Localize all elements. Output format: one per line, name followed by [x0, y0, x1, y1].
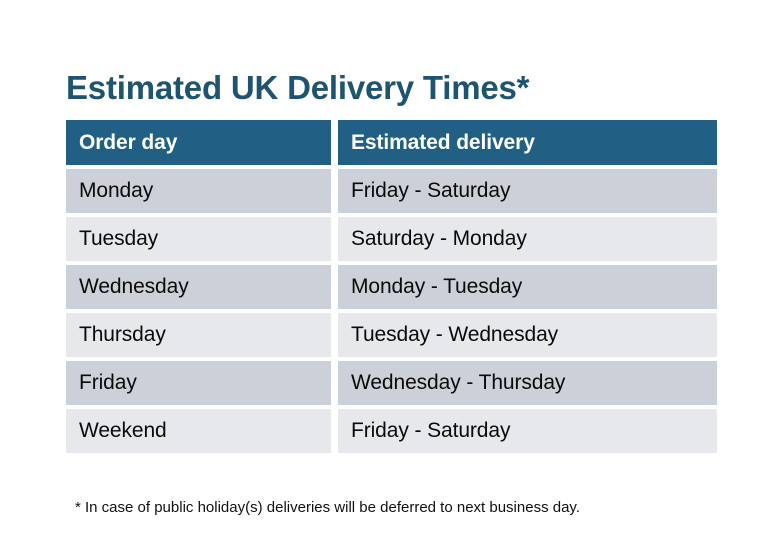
cell-estimated-delivery: Monday - Tuesday [338, 265, 717, 309]
cell-estimated-delivery: Wednesday - Thursday [338, 361, 717, 405]
table-row: Monday Friday - Saturday [66, 169, 717, 213]
table-row: Tuesday Saturday - Monday [66, 217, 717, 261]
cell-estimated-delivery: Friday - Saturday [338, 409, 717, 453]
cell-order-day: Thursday [66, 313, 331, 357]
footnote-text: * In case of public holiday(s) deliverie… [75, 499, 580, 516]
cell-estimated-delivery: Friday - Saturday [338, 169, 717, 213]
page-title: Estimated UK Delivery Times* [66, 69, 530, 107]
cell-order-day: Friday [66, 361, 331, 405]
table-row: Thursday Tuesday - Wednesday [66, 313, 717, 357]
delivery-times-table: Order day Estimated delivery Monday Frid… [59, 116, 724, 457]
cell-order-day: Weekend [66, 409, 331, 453]
cell-estimated-delivery: Saturday - Monday [338, 217, 717, 261]
cell-estimated-delivery: Tuesday - Wednesday [338, 313, 717, 357]
cell-order-day: Wednesday [66, 265, 331, 309]
table-row: Friday Wednesday - Thursday [66, 361, 717, 405]
column-header-order-day: Order day [66, 120, 331, 165]
table-row: Wednesday Monday - Tuesday [66, 265, 717, 309]
table-header-row: Order day Estimated delivery [66, 120, 717, 165]
table-body: Monday Friday - Saturday Tuesday Saturda… [66, 169, 717, 453]
table-row: Weekend Friday - Saturday [66, 409, 717, 453]
cell-order-day: Monday [66, 169, 331, 213]
column-header-estimated-delivery: Estimated delivery [338, 120, 717, 165]
table-header: Order day Estimated delivery [66, 120, 717, 165]
cell-order-day: Tuesday [66, 217, 331, 261]
